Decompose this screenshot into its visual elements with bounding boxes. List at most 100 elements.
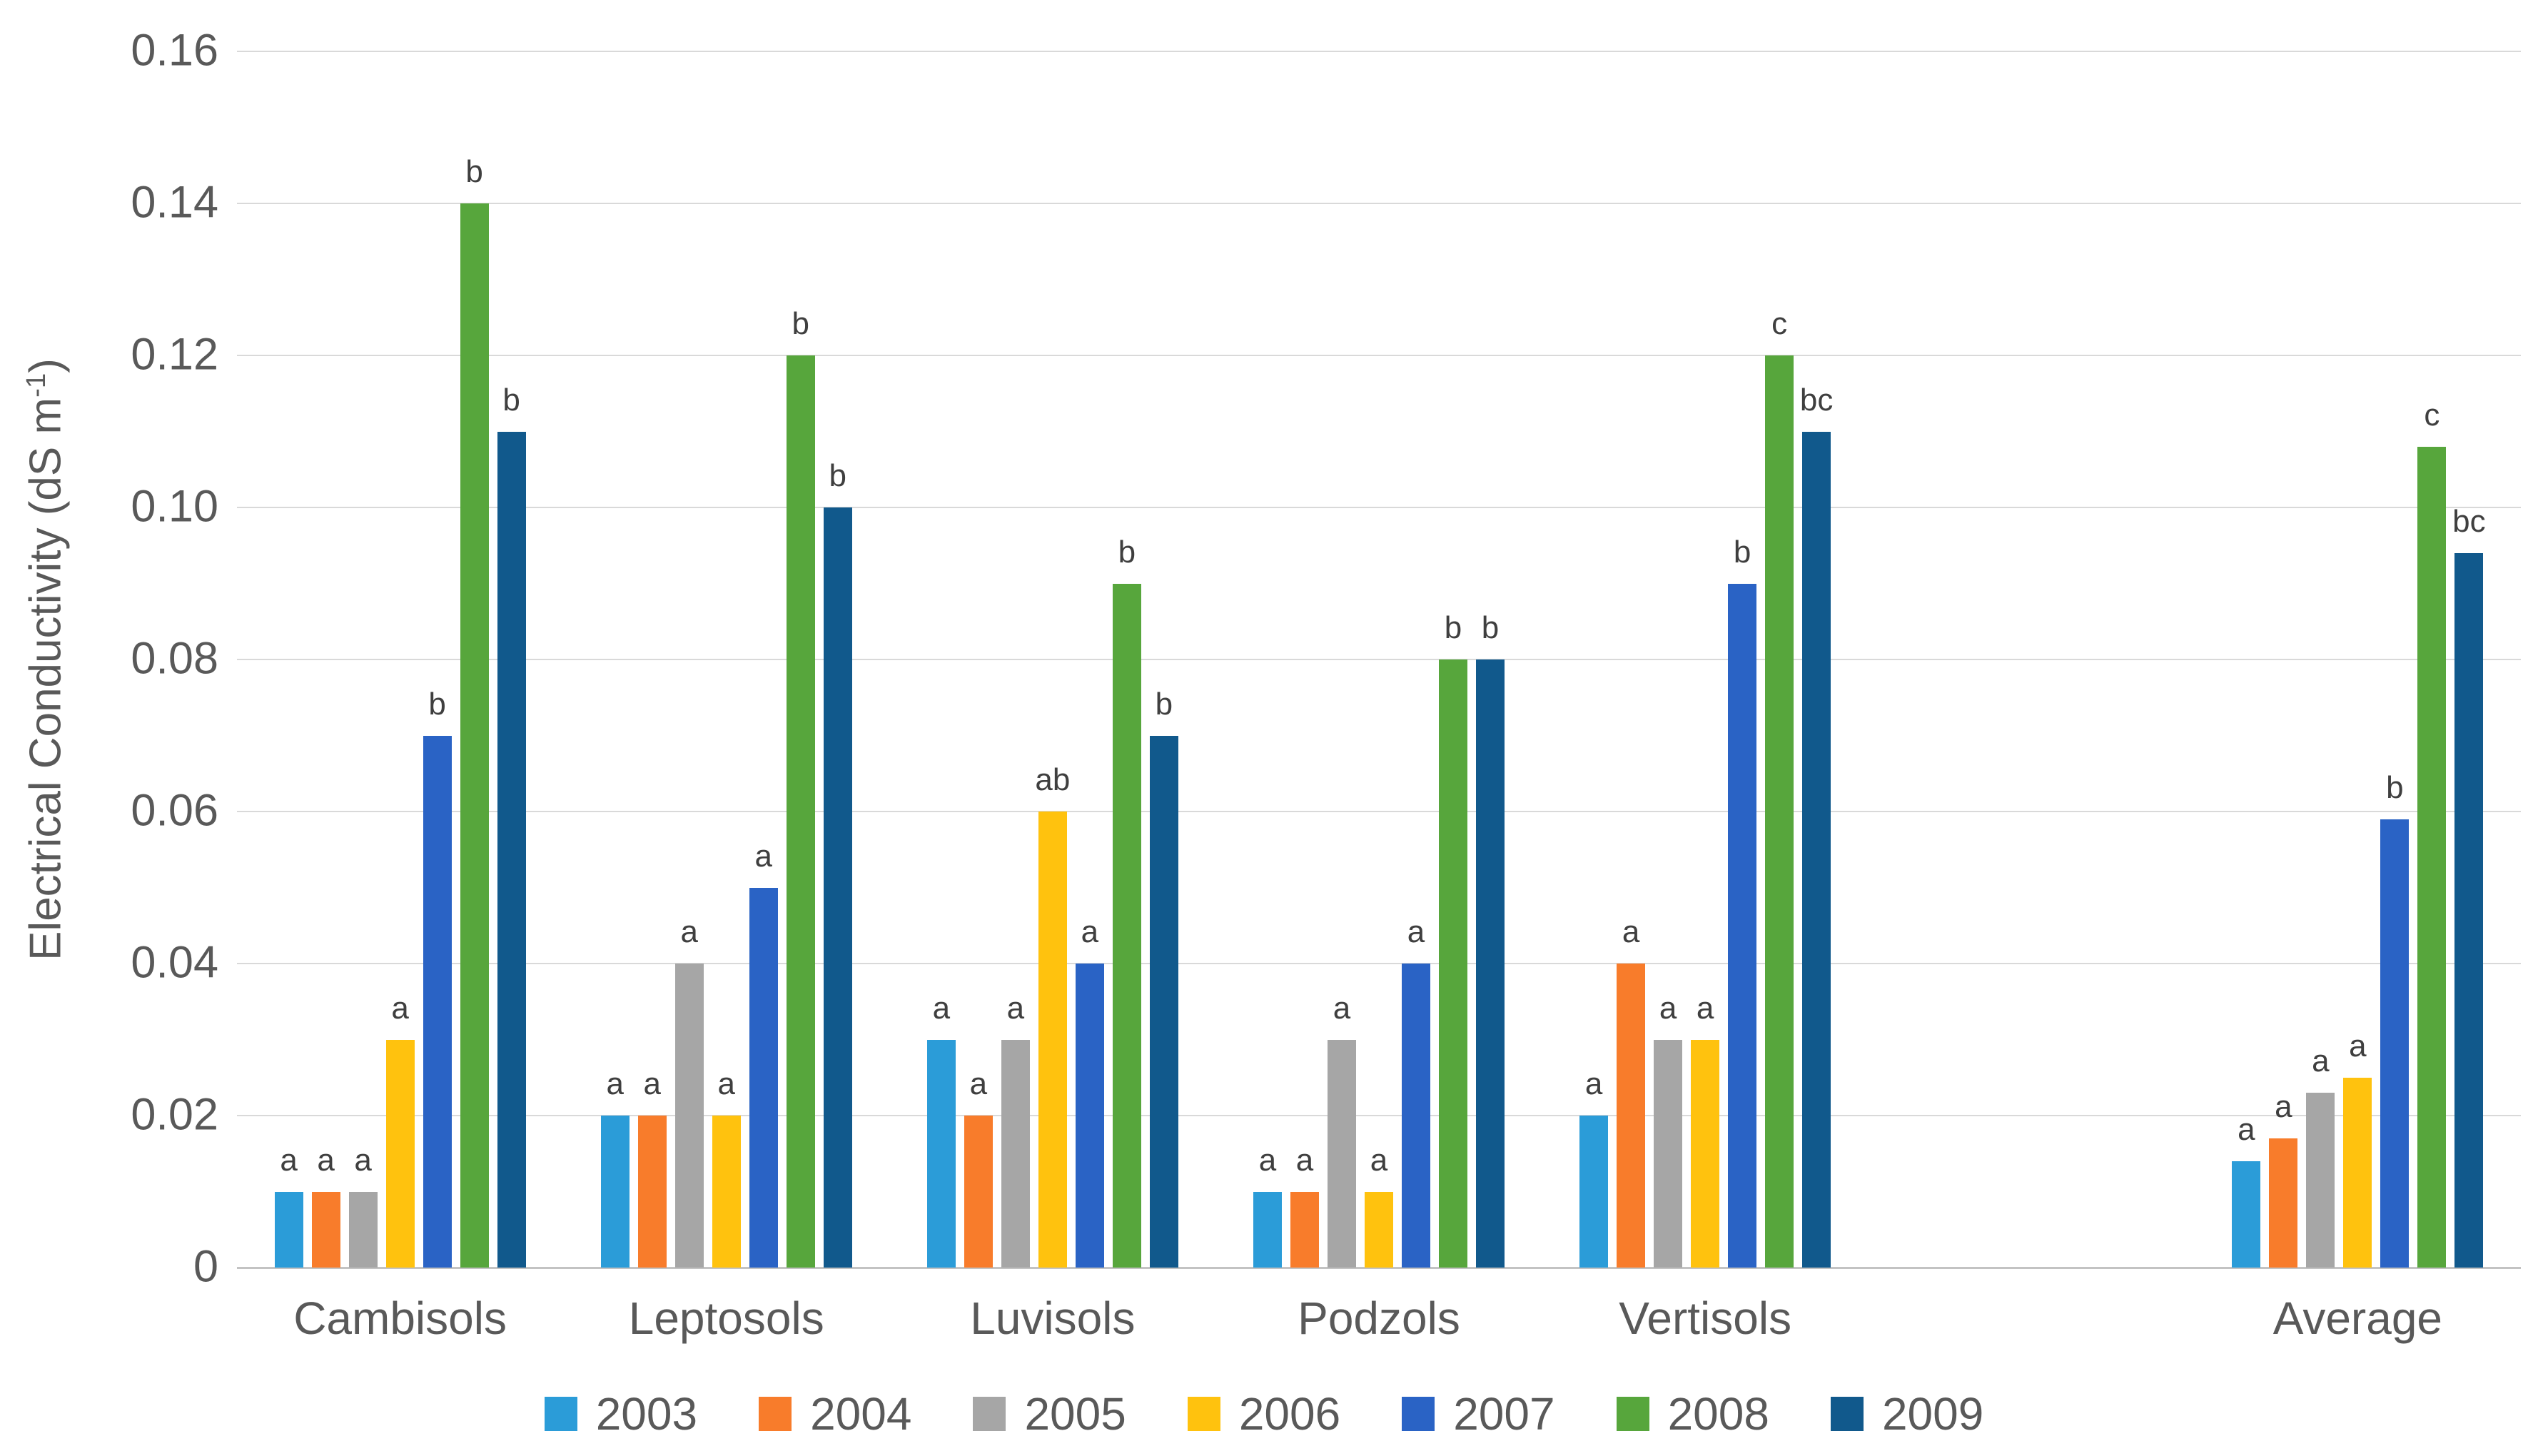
- bar-luvisols-2008: [1112, 583, 1141, 1268]
- bar-leptosols-2007: [749, 887, 778, 1268]
- significance-letter: ab: [1035, 762, 1071, 797]
- group-spacer: [1869, 51, 2195, 1268]
- bar-luvisols-2009: [1149, 735, 1178, 1268]
- significance-letter: c: [1771, 306, 1788, 341]
- significance-letter: a: [1584, 1066, 1603, 1101]
- x-axis-line: [237, 1267, 2521, 1269]
- y-tick-label: 0.16: [131, 25, 218, 76]
- bar-average-2009: [2454, 552, 2484, 1268]
- bar-slot: a: [749, 51, 778, 1268]
- y-tick-label: 0.04: [131, 937, 218, 988]
- bar-podzols-2003: [1253, 1191, 1282, 1268]
- significance-letter: a: [2349, 1028, 2367, 1063]
- legend-label: 2006: [1238, 1388, 1341, 1440]
- bar-luvisols-2004: [964, 1116, 993, 1268]
- significance-letter: b: [792, 306, 809, 341]
- bar-leptosols-2009: [823, 507, 852, 1268]
- bar-slot: b: [497, 51, 526, 1268]
- y-tick-label: 0.06: [131, 785, 218, 836]
- legend-item-2003: 2003: [544, 1387, 697, 1440]
- legend-swatch: [1402, 1397, 1435, 1431]
- legend-item-2005: 2005: [973, 1387, 1126, 1440]
- gridline: [237, 659, 2521, 660]
- significance-letter: b: [2386, 769, 2404, 805]
- bar-podzols-2007: [1401, 964, 1430, 1268]
- bar-slot: a: [2269, 51, 2298, 1268]
- bar-leptosols-2006: [712, 1116, 741, 1268]
- bar-slot: a: [1290, 51, 1319, 1268]
- bar-group-cambisols: a a a a b b b Cambisols: [237, 51, 563, 1344]
- y-tick-label: 0.08: [131, 633, 218, 684]
- significance-letter: b: [428, 686, 446, 722]
- bar-slot: a: [712, 51, 741, 1268]
- legend-swatch: [973, 1397, 1006, 1431]
- bar-group-average: a a a a b c bc Average: [2195, 51, 2521, 1344]
- category-label: Luvisols: [970, 1293, 1136, 1344]
- bar-average-2007: [2380, 819, 2410, 1268]
- bar-slot: a: [1001, 51, 1030, 1268]
- bar-vertisols-2009: [1802, 431, 1831, 1268]
- legend-swatch: [1616, 1397, 1649, 1431]
- significance-letter: b: [1733, 534, 1751, 570]
- category-label: Cambisols: [293, 1293, 507, 1344]
- significance-letter: a: [1258, 1142, 1277, 1178]
- bar-slot: c: [1765, 51, 1794, 1268]
- bar-slot: a: [1654, 51, 1683, 1268]
- bar-slot: b: [786, 51, 815, 1268]
- significance-letter: a: [643, 1066, 661, 1101]
- bar-podzols-2004: [1290, 1191, 1319, 1268]
- legend-swatch: [544, 1397, 577, 1431]
- legend-swatch: [1830, 1397, 1864, 1431]
- significance-letter: b: [1444, 610, 1462, 645]
- legend-item-2009: 2009: [1830, 1387, 1983, 1440]
- legend-label: 2005: [1024, 1388, 1126, 1440]
- bar-cambisols-2008: [460, 203, 489, 1268]
- bar-luvisols-2005: [1001, 1039, 1030, 1268]
- legend-item-2004: 2004: [759, 1387, 911, 1440]
- legend-swatch: [1187, 1397, 1220, 1431]
- y-tick-label: 0.10: [131, 481, 218, 532]
- bar-leptosols-2003: [600, 1116, 630, 1268]
- gridline: [237, 355, 2521, 356]
- bar-slot: a: [311, 51, 340, 1268]
- y-tick-label: 0: [193, 1241, 218, 1292]
- bar-vertisols-2006: [1691, 1039, 1720, 1268]
- bar-average-2003: [2232, 1161, 2261, 1268]
- bar-slot: bc: [1800, 51, 1833, 1268]
- bar-average-2004: [2269, 1138, 2298, 1268]
- bar-slot: a: [1253, 51, 1282, 1268]
- bar-slot: b: [1728, 51, 1757, 1268]
- gridline: [237, 1115, 2521, 1116]
- gridline: [237, 811, 2521, 812]
- bar-vertisols-2008: [1765, 355, 1794, 1268]
- bar-slot: a: [1579, 51, 1609, 1268]
- bar-slot: a: [2306, 51, 2335, 1268]
- significance-letter: b: [1118, 534, 1136, 570]
- bars-row: a a a ab a b b: [889, 51, 1215, 1268]
- legend-label: 2007: [1453, 1388, 1555, 1440]
- bar-leptosols-2004: [637, 1116, 667, 1268]
- significance-letter: a: [1659, 990, 1677, 1026]
- category-label: Leptosols: [628, 1293, 824, 1344]
- significance-letter: a: [1333, 990, 1351, 1026]
- category-label: Average: [2272, 1293, 2443, 1344]
- significance-letter: a: [1295, 1142, 1314, 1178]
- significance-letter: a: [680, 914, 698, 949]
- bar-podzols-2005: [1327, 1039, 1356, 1268]
- bar-cambisols-2006: [385, 1039, 415, 1268]
- bar-slot: a: [1401, 51, 1430, 1268]
- bar-luvisols-2007: [1075, 964, 1104, 1268]
- bar-slot: a: [348, 51, 378, 1268]
- bar-vertisols-2003: [1579, 1116, 1609, 1268]
- bar-slot: b: [1438, 51, 1467, 1268]
- legend-swatch: [759, 1397, 792, 1431]
- gridline: [237, 963, 2521, 964]
- bar-slot: a: [2343, 51, 2372, 1268]
- bar-slot: b: [1475, 51, 1505, 1268]
- significance-letter: a: [717, 1066, 735, 1101]
- bar-average-2005: [2306, 1093, 2335, 1268]
- significance-letter: a: [1081, 914, 1099, 949]
